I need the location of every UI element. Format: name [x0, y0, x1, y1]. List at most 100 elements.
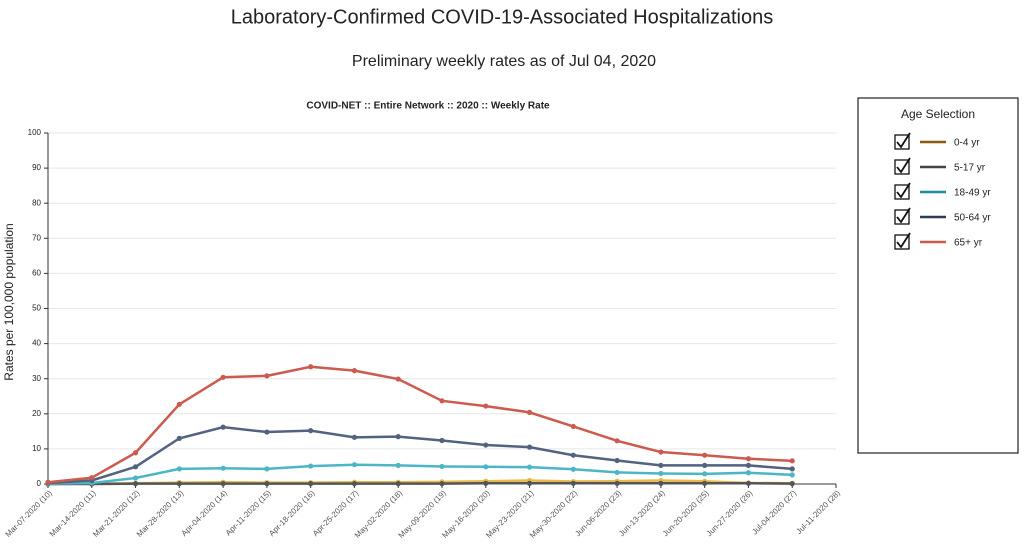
data-point	[789, 481, 795, 487]
data-point	[351, 368, 358, 374]
data-point	[570, 480, 576, 486]
y-tick-label: 60	[32, 269, 41, 278]
x-tick-label: Jun-20-2020 (25)	[661, 488, 711, 538]
y-tick-label: 40	[32, 339, 41, 348]
legend-label: 0-4 yr	[954, 138, 980, 149]
legend-label: 18-49 yr	[954, 188, 991, 199]
data-point	[483, 403, 489, 409]
data-point	[132, 481, 139, 487]
data-point	[439, 481, 445, 487]
x-tick-label: Jul-11-2020 (28)	[794, 488, 842, 536]
data-point	[89, 475, 95, 481]
series-line	[47, 425, 793, 485]
x-tick-label: Apr-25-2020 (17)	[311, 488, 361, 538]
data-point	[220, 481, 226, 487]
data-point	[176, 435, 182, 441]
data-point	[658, 449, 664, 455]
data-point	[45, 479, 51, 485]
data-point	[395, 434, 401, 440]
data-point	[745, 456, 752, 462]
data-point	[526, 480, 533, 486]
data-point	[132, 475, 139, 481]
y-tick-label: 100	[28, 128, 42, 137]
y-tick-label: 0	[37, 479, 42, 488]
x-tick-label: Mar-28-2020 (13)	[135, 488, 186, 539]
check-mark	[896, 132, 911, 149]
data-point	[526, 444, 533, 450]
data-point	[614, 438, 620, 444]
legend-item[interactable]: 65+ yr	[894, 232, 983, 250]
data-point	[745, 462, 752, 468]
x-tick-label: Jun-06-2020 (23)	[573, 488, 623, 538]
y-tick-label: 80	[32, 198, 41, 207]
series-line	[48, 482, 793, 486]
y-tick-label: 30	[32, 374, 41, 383]
data-point	[789, 472, 795, 478]
plot-title: COVID-NET :: Entire Network :: 2020 :: W…	[306, 101, 550, 112]
check-mark	[896, 232, 911, 249]
y-axis-label: Rates per 100,000 population	[2, 223, 16, 380]
data-point	[526, 409, 533, 415]
data-point	[614, 469, 620, 476]
data-point	[658, 470, 664, 477]
data-point	[220, 374, 226, 380]
data-point	[132, 450, 139, 456]
data-point	[614, 480, 620, 486]
series-line	[47, 463, 793, 485]
data-point	[570, 423, 576, 430]
legend-label: 65+ yr	[954, 238, 983, 249]
data-point	[702, 480, 708, 486]
y-tick-label: 90	[32, 163, 41, 172]
data-point	[745, 480, 752, 486]
data-point	[308, 481, 314, 487]
data-point	[176, 401, 182, 407]
data-point	[439, 398, 445, 404]
x-tick-label: Jun-27-2020 (26)	[705, 488, 755, 538]
legend-label: 5-17 yr	[954, 163, 986, 174]
x-tick-label: Mar-07-2020 (10)	[4, 488, 55, 539]
data-point	[789, 458, 795, 464]
data-point	[264, 373, 270, 379]
legend-item[interactable]: 5-17 yr	[894, 157, 986, 175]
x-tick-label: Apr-04-2020 (14)	[180, 488, 230, 538]
data-point	[526, 464, 533, 470]
data-point	[264, 481, 270, 487]
check-mark	[896, 157, 911, 174]
data-point	[308, 428, 314, 434]
x-tick-label: Apr-18-2020 (16)	[267, 488, 317, 538]
chart-title: Laboratory-Confirmed COVID-19-Associated…	[231, 6, 773, 28]
data-point	[351, 434, 358, 440]
data-point	[614, 457, 620, 464]
data-point	[220, 424, 226, 430]
data-point	[395, 481, 401, 487]
data-point	[439, 437, 445, 444]
data-point	[264, 429, 270, 435]
data-point	[439, 463, 445, 470]
y-tick-label: 10	[32, 444, 41, 453]
data-point	[483, 442, 489, 448]
chart-subtitle: Preliminary weekly rates as of Jul 04, 2…	[352, 53, 656, 70]
data-point	[308, 463, 314, 469]
x-tick-label: Mar-14-2020 (11)	[48, 488, 98, 538]
legend-item[interactable]: 0-4 yr	[894, 132, 980, 150]
data-point	[702, 471, 708, 477]
data-point	[351, 462, 358, 468]
legend-box	[857, 97, 1019, 454]
legend-item[interactable]: 18-49 yr	[894, 182, 991, 200]
data-point	[132, 464, 139, 470]
data-point	[351, 481, 358, 487]
data-point	[264, 466, 270, 472]
x-tick-label: Jul-04-2020 (27)	[750, 488, 798, 536]
data-point	[658, 462, 664, 468]
data-point	[220, 465, 226, 471]
data-point	[658, 480, 664, 486]
data-point	[570, 452, 576, 458]
x-tick-label: Apr-11-2020 (15)	[224, 488, 273, 537]
legend-title: Age Selection	[901, 107, 975, 121]
y-tick-label: 50	[32, 304, 41, 313]
legend-label: 50-64 yr	[954, 213, 991, 224]
data-point	[483, 464, 489, 470]
legend-item[interactable]: 50-64 yr	[894, 207, 991, 225]
data-point	[483, 480, 489, 486]
